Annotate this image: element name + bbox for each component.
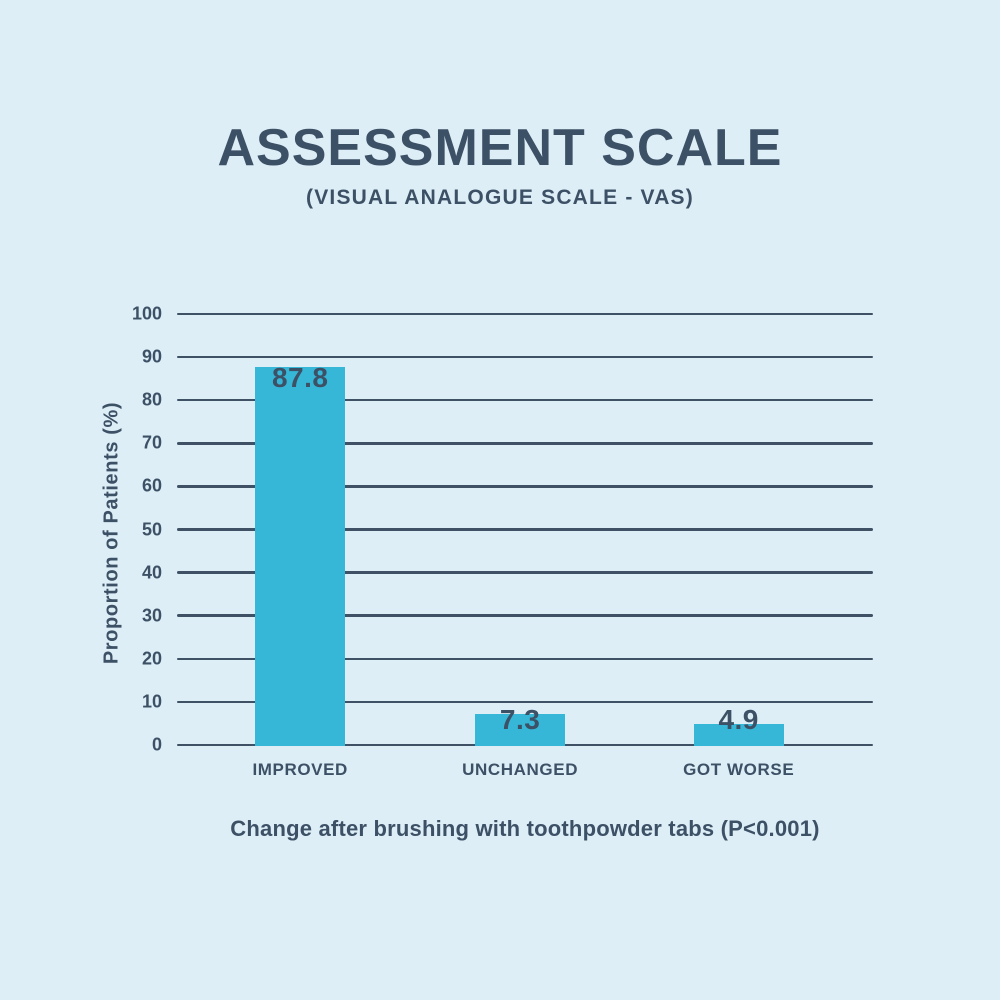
- gridline-y-20: [177, 657, 873, 661]
- y-tick-label-0: 0: [151, 734, 162, 755]
- bar-chart-plot-area: 0 10 20 30 40 50 60 70 80 90 100 87.8 IMPROVED 7.3 UNC…: [132, 304, 873, 779]
- x-tick-label-unchanged: UNCHANGED: [462, 760, 579, 779]
- y-tick-label-10: 10: [141, 691, 162, 712]
- bar-value-label: 4.9: [718, 704, 759, 735]
- gridline-y-30: [177, 614, 873, 617]
- gridline-y-80: [177, 398, 873, 402]
- y-tick-label-40: 40: [141, 562, 162, 583]
- gridline-y-90: [177, 355, 873, 359]
- y-tick-label-20: 20: [141, 648, 162, 669]
- y-axis-title: Proportion of Patients (%): [100, 401, 123, 665]
- bar-value-label: 87.8: [271, 361, 329, 393]
- y-tick-label-70: 70: [141, 432, 162, 453]
- y-tick-label-60: 60: [141, 475, 162, 496]
- y-tick-label-90: 90: [141, 346, 162, 367]
- y-tick-label-50: 50: [141, 519, 162, 539]
- gridline-y-70: [177, 442, 873, 445]
- gridline-y-10: [177, 700, 873, 704]
- x-tick-label-improved: IMPROVED: [252, 760, 348, 779]
- bar-value-label: 7.3: [499, 704, 541, 735]
- bar-unchanged: [475, 713, 566, 746]
- bar-got-worse: [693, 723, 784, 746]
- page-title: ASSESSMENT SCALE: [217, 119, 783, 177]
- y-tick-label-100: 100: [131, 303, 162, 324]
- gridline-y-60: [177, 485, 873, 488]
- y-tick-label-80: 80: [141, 389, 162, 410]
- gridline-y-40: [177, 571, 873, 574]
- gridline-y-100: [177, 312, 873, 316]
- bar-improved: [255, 366, 346, 746]
- gridline-y-50: [177, 528, 873, 531]
- chart-subtitle: (VISUAL ANALOGUE SCALE - VAS): [306, 186, 694, 209]
- y-tick-label-30: 30: [141, 605, 162, 626]
- x-axis-caption: Change after brushing with toothpowder t…: [230, 816, 820, 841]
- x-tick-label-got-worse: GOT WORSE: [683, 760, 795, 779]
